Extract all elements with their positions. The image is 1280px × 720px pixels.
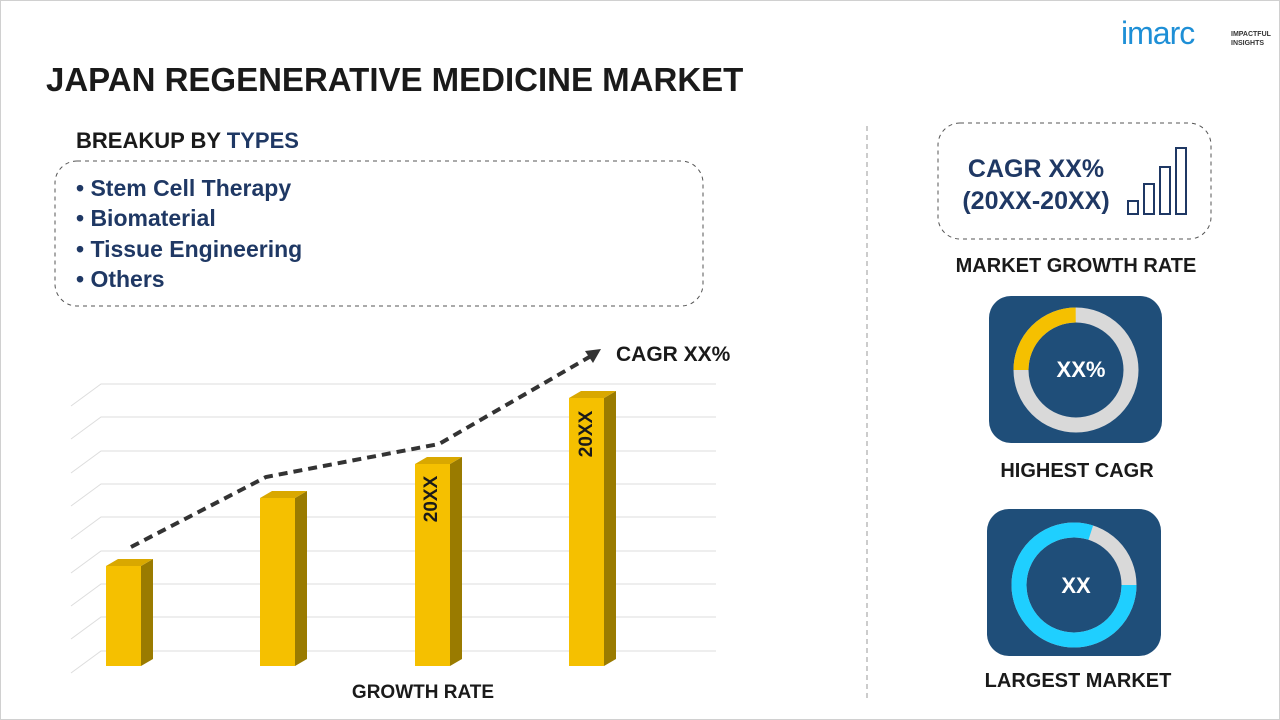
list-item: • Others [76, 266, 165, 292]
logo-tagline: INSIGHTS [1231, 40, 1265, 47]
logo-tagline: IMPACTFUL [1231, 31, 1271, 38]
largest-donut-arc [1011, 522, 1137, 648]
list-box [54, 160, 704, 307]
highest-value: XX% [1056, 357, 1106, 382]
list-item: • Tissue Engineering [76, 236, 303, 262]
bars [106, 391, 616, 666]
bar-label: 20XX [576, 410, 597, 458]
chart-grid [70, 383, 716, 674]
list-item: • Biomaterial [76, 205, 216, 231]
heading-prefix: BREAKUP BY [76, 128, 221, 153]
bar-label: 20XX [421, 475, 442, 523]
growth-icon [1127, 147, 1187, 215]
growth-cagr: CAGR XX% [967, 155, 1105, 183]
trend-arrow [585, 349, 601, 363]
growth-caption: MARKET GROWTH RATE [955, 255, 1197, 277]
largest-value: XX [1061, 573, 1091, 598]
largest-caption: LARGEST MARKET [984, 670, 1172, 692]
section-heading: BREAKUP BY TYPES [76, 128, 299, 154]
highest-caption: HIGHEST CAGR [1000, 460, 1154, 482]
trend-label: CAGR XX% [616, 343, 731, 366]
x-label: GROWTH RATE [351, 682, 495, 703]
list-item: • Stem Cell Therapy [76, 175, 292, 201]
growth-period: (20XX-20XX) [962, 187, 1110, 215]
trend-line [130, 354, 593, 549]
growth-box [937, 122, 1212, 240]
heading-highlight: TYPES [226, 128, 299, 153]
highest-donut-arc [1013, 307, 1139, 433]
logo: imarc [1121, 15, 1195, 51]
title: JAPAN REGENERATIVE MEDICINE MARKET [46, 61, 744, 98]
